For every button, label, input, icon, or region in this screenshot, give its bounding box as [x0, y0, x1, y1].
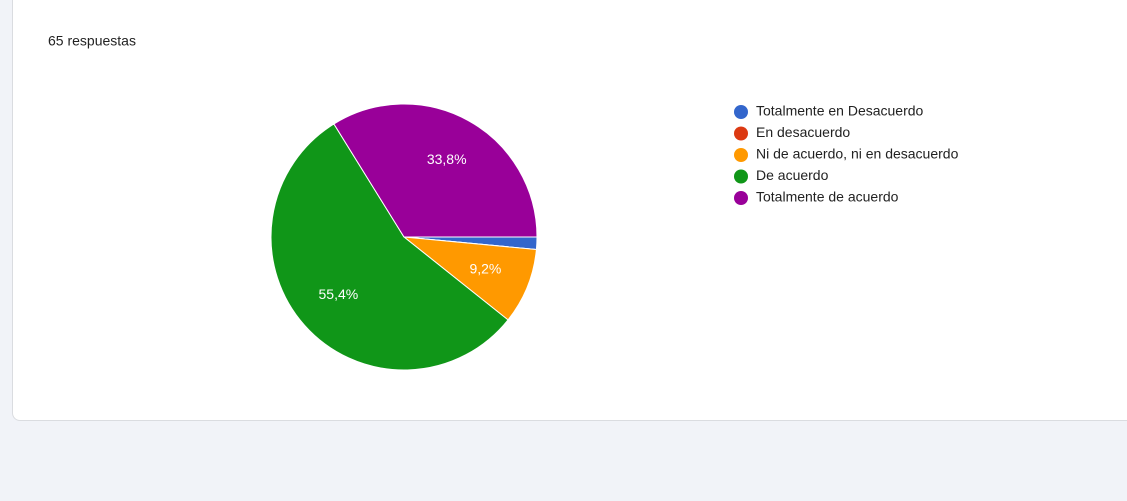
card: [12, 0, 1127, 421]
legend-swatch: [734, 126, 748, 141]
legend-swatch: [734, 169, 748, 184]
data-label: 9,2%: [469, 261, 501, 277]
data-label: 33,8%: [427, 151, 467, 167]
pie-slice: [402, 236, 537, 321]
pie-slice: [270, 123, 509, 371]
legend-label: Ni de acuerdo, ni en desacuerdo: [756, 146, 959, 162]
legend-swatch: [734, 105, 748, 119]
legend-label: Totalmente de acuerdo: [756, 189, 899, 205]
legend-label: De acuerdo: [756, 167, 829, 183]
legend-label: En desacuerdo: [756, 124, 850, 140]
legend-label: Totalmente en Desacuerdo: [756, 103, 924, 119]
subtitle: 65 respuestas: [48, 33, 136, 49]
pie-slice: [333, 103, 538, 238]
legend-swatch: [734, 148, 748, 162]
data-label: 55,4%: [319, 286, 359, 302]
legend-swatch: [734, 191, 748, 205]
